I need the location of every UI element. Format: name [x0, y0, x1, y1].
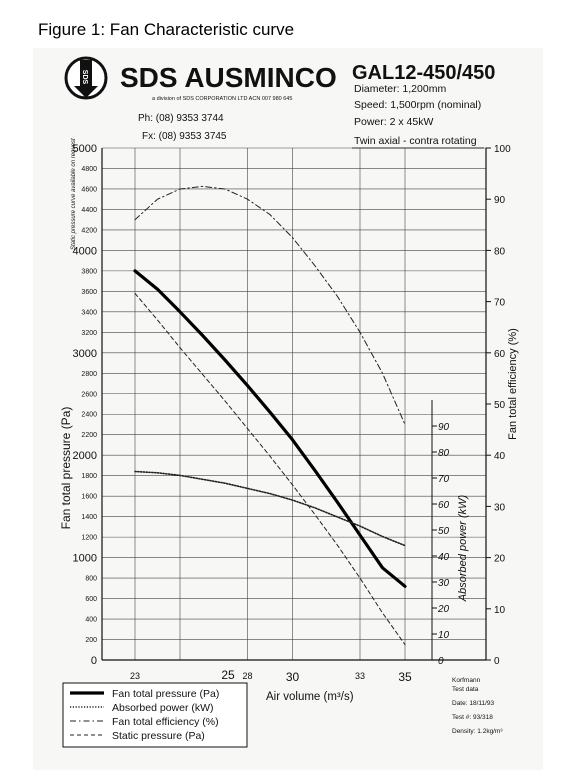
- y-tick-label: 2400: [81, 412, 97, 419]
- y-tick-label: 400: [85, 617, 97, 624]
- y-tick-label: 1800: [81, 473, 97, 480]
- x-tick-label: 35: [398, 670, 412, 684]
- y-tick-label: 1600: [81, 494, 97, 501]
- y-tick-label: 3800: [81, 268, 97, 275]
- y-tick-label: 4200: [81, 227, 97, 234]
- x-tick-label: 30: [286, 670, 300, 684]
- test-info: Korfmann Test data Date: 18/11/93 Test #: 9…: [452, 677, 503, 735]
- y-tick-label: 2000: [73, 450, 97, 462]
- series-line-absorbed-power-kw: [134, 470, 406, 547]
- y2-tick-label: 10: [494, 605, 506, 616]
- side-note: Static pressure curve available on reque…: [71, 138, 77, 250]
- company-fax: Fx: (08) 9353 3745: [142, 131, 227, 142]
- y-tick-label: 1000: [73, 553, 97, 565]
- legend-label: Absorbed power (kW): [112, 702, 214, 714]
- y2-tick-label: 20: [494, 554, 506, 565]
- y2-tick-label: 100: [494, 144, 511, 155]
- company-logo: SDS: [64, 56, 108, 100]
- y2-tick-label: 30: [494, 502, 506, 513]
- y2-tick-label: 60: [494, 349, 506, 360]
- y3-tick-label: 60: [438, 500, 450, 511]
- y-tick-label: 4800: [81, 166, 97, 173]
- chart-grid: [101, 147, 487, 661]
- series-group: [133, 185, 407, 646]
- y3-axis-title: Absorbed power (kW): [457, 494, 469, 602]
- spec-line: Speed: 1,500rpm (nominal): [354, 99, 481, 111]
- series-line-fan-total-efficiency: [134, 185, 406, 425]
- figure-title: Figure 1: Fan Characteristic curve: [38, 20, 295, 39]
- y-tick-label: 200: [85, 637, 97, 644]
- y3-tick-label: 0: [438, 656, 444, 667]
- x-axis-title: Air volume (m³/s): [266, 691, 354, 703]
- x-tick-label: 23: [130, 671, 140, 681]
- company-name: SDS AUSMINCO: [120, 62, 337, 93]
- y-tick-label: 2600: [81, 391, 97, 398]
- y3-tick-label: 90: [438, 422, 450, 433]
- test-name: Korfmann: [452, 677, 481, 684]
- y-tick-label: 4600: [81, 186, 97, 193]
- y-tick-label: 3000: [73, 348, 97, 360]
- y-tick-label: 5000: [73, 143, 97, 155]
- spec-line: Diameter: 1,200mm: [354, 83, 446, 95]
- y-axis-title: Fan total pressure (Pa): [59, 407, 73, 530]
- logo-mark-text: SDS: [81, 70, 88, 85]
- y3-tick-label: 50: [438, 526, 450, 537]
- y2-tick-label: 70: [494, 298, 506, 309]
- y-tick-label: 3400: [81, 309, 97, 316]
- legend: Fan total pressure (Pa) Absorbed power (k…: [62, 682, 248, 748]
- chart-axes: 2004006008001200140016001800220024002600…: [73, 143, 512, 684]
- test-info-line: Test data: [452, 686, 479, 693]
- y2-tick-label: 90: [494, 195, 506, 206]
- y-tick-label: 2800: [81, 371, 97, 378]
- spec-line: Power: 2 x 45kW: [354, 116, 433, 128]
- y-tick-label: 3200: [81, 330, 97, 337]
- y-tick-label: 1400: [81, 514, 97, 521]
- axis-titles: Air volume (m³/s) Fan total pressure (Pa)…: [59, 328, 519, 703]
- y3-tick-label: 40: [438, 552, 450, 563]
- y3-tick-label: 10: [438, 630, 450, 641]
- y3-tick-label: 80: [438, 448, 450, 459]
- y-tick-label: 4000: [73, 245, 97, 257]
- y-tick-label: 1200: [81, 535, 97, 542]
- y-tick-label: 800: [85, 576, 97, 583]
- y2-tick-label: 40: [494, 451, 506, 462]
- test-info-line: Test #: 93/318: [452, 714, 493, 721]
- series-line-fan-total-pressure-pa: [133, 269, 407, 588]
- x-tick-label: 33: [355, 671, 365, 681]
- spec-line: Twin axial - contra rotating: [354, 135, 477, 147]
- y3-tick-label: 20: [437, 604, 450, 615]
- y-tick-label: 600: [85, 596, 97, 603]
- company-division: a division of SDS CORPORATION LTD ACN 00…: [152, 96, 292, 102]
- x-tick-label: 28: [242, 671, 252, 681]
- y2-tick-label: 50: [494, 400, 506, 411]
- y-tick-label: 2200: [81, 432, 97, 439]
- y-tick-label: 3600: [81, 289, 97, 296]
- y3-tick-label: 30: [438, 578, 450, 589]
- legend-label: Fan total pressure (Pa): [112, 688, 219, 700]
- legend-label: Static pressure (Pa): [112, 730, 205, 742]
- y-tick-label: 0: [91, 655, 97, 667]
- fan-specs: Diameter: 1,200mm Speed: 1,500rpm (nomina…: [354, 83, 481, 147]
- legend-label: Fan total efficiency (%): [112, 716, 219, 728]
- series-line-static-pressure-pa: [134, 292, 406, 646]
- y2-tick-label: 0: [494, 656, 500, 667]
- y2-axis-title: Fan total efficiency (%): [507, 328, 519, 440]
- fan-model: GAL12-450/450: [352, 62, 495, 84]
- y3-tick-label: 70: [438, 474, 450, 485]
- test-info-line: Density: 1.2kg/m³: [452, 728, 503, 735]
- company-phone: Ph: (08) 9353 3744: [138, 113, 224, 124]
- x-tick-label: 25: [221, 668, 235, 682]
- test-info-line: Date: 18/11/93: [452, 700, 495, 707]
- y-tick-label: 4400: [81, 207, 97, 214]
- y2-tick-label: 80: [494, 246, 506, 257]
